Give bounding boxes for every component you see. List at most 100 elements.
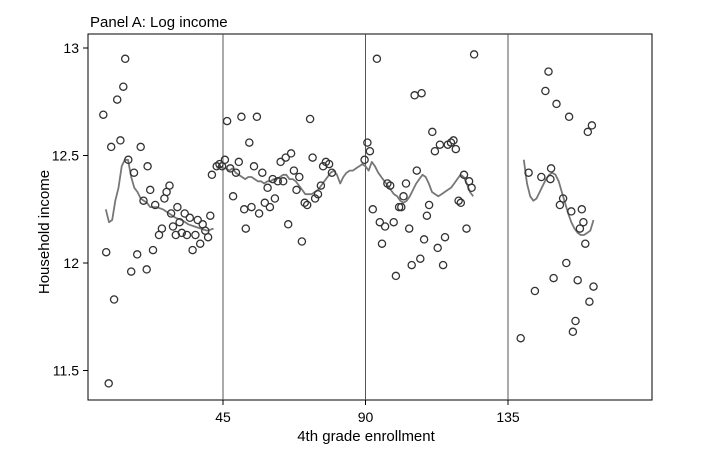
scatter-point	[404, 224, 414, 233]
y-tick-label: 11.5	[53, 363, 79, 379]
scatter-point	[119, 82, 128, 91]
scatter-point	[391, 271, 401, 281]
fit-line-segment	[522, 159, 595, 236]
scatter-point	[278, 177, 288, 186]
scatter-point	[247, 202, 256, 212]
scatter-point	[106, 142, 116, 152]
scatter-point	[446, 138, 456, 147]
scatter-point	[268, 174, 277, 184]
scatter-point	[165, 181, 174, 190]
scatter-point	[552, 99, 561, 109]
scatter-point	[313, 189, 323, 199]
scatter-point	[564, 112, 574, 122]
scatter-point	[177, 228, 187, 238]
scatter-point	[407, 260, 416, 270]
scatter-point	[150, 200, 160, 210]
scatter-point	[281, 153, 290, 162]
scatter-point	[316, 181, 326, 190]
x-tick-label: 90	[358, 409, 374, 425]
scatter-point	[173, 202, 182, 212]
scatter-point	[270, 194, 280, 203]
scatter-point	[410, 91, 419, 100]
y-axis-label: Household income	[36, 170, 53, 294]
x-tick-label: 135	[496, 409, 520, 425]
scatter-point	[245, 138, 254, 147]
scatter-point	[327, 168, 337, 177]
scatter-point	[175, 217, 184, 227]
scatter-point	[139, 196, 148, 205]
scatter-point	[380, 222, 390, 231]
scatter-point	[422, 211, 432, 220]
scatter-point	[385, 181, 395, 190]
scatter-point	[195, 239, 205, 248]
scatter-point	[104, 379, 113, 388]
scatter-point	[575, 224, 585, 233]
fit-line-segment	[104, 158, 214, 232]
scatter-point	[273, 177, 283, 186]
scatter-point	[467, 183, 476, 193]
scatter-point	[577, 205, 587, 214]
scatter-point	[417, 88, 426, 98]
scatter-point	[249, 162, 259, 171]
scatter-point	[101, 247, 111, 257]
scatter-point	[324, 159, 334, 169]
scatter-point	[289, 166, 299, 175]
scatter-point	[541, 86, 550, 96]
scatter-point	[573, 275, 582, 285]
scatter-point	[215, 159, 224, 169]
scatter-point	[116, 136, 125, 145]
scatter-point	[585, 297, 594, 306]
scatter-point	[549, 273, 558, 283]
scatter-point	[438, 260, 448, 270]
scatter-point	[424, 200, 434, 210]
scatter-point	[459, 170, 469, 180]
scatter-point	[308, 153, 317, 162]
scatter-point	[142, 265, 151, 274]
scatter-point	[587, 121, 597, 130]
scatter-point	[581, 239, 590, 248]
scatter-point	[516, 333, 525, 343]
scatter-point	[182, 230, 192, 240]
plot-area: 11.5 12 12.5 13 45 90 135	[52, 33, 653, 425]
scatter-point	[129, 168, 139, 177]
scatter-point	[469, 50, 479, 59]
scatter-point	[375, 217, 385, 227]
scatter-point	[157, 224, 167, 233]
scatter-point	[428, 127, 437, 137]
scatter-point	[109, 295, 119, 304]
scatter-point	[297, 237, 307, 246]
scatter-point	[228, 192, 238, 201]
scatter-point	[416, 254, 425, 263]
scatter-point	[568, 327, 578, 337]
scatter-point	[222, 116, 232, 126]
scatter-point	[419, 235, 429, 244]
scatter-point	[191, 230, 200, 240]
scatter-point	[234, 157, 244, 167]
scatter-point	[454, 196, 463, 205]
scatter-point	[99, 110, 108, 119]
scatter-point	[558, 194, 568, 203]
scatter-point	[389, 217, 398, 227]
scatter-point	[239, 205, 249, 214]
y-tick-label: 13	[63, 40, 79, 56]
scatter-point	[567, 207, 576, 216]
scatter-point	[412, 166, 422, 175]
scatter-point	[180, 209, 189, 218]
scatter-point	[124, 155, 133, 165]
scatter-point	[220, 155, 230, 165]
plot-frame	[87, 33, 653, 401]
scatter-point	[363, 138, 372, 147]
scatter-point	[456, 198, 466, 208]
scatter-point	[283, 220, 293, 229]
scatter-point	[300, 198, 309, 208]
scatter-point	[185, 213, 195, 223]
scatter-point	[112, 95, 122, 104]
x-axis-label: 4th grade enrollment	[297, 428, 435, 445]
scatter-point	[546, 164, 556, 173]
scatter-point	[435, 140, 445, 149]
scatter-point	[166, 209, 176, 218]
scatter-point	[372, 54, 382, 64]
scatter-point	[206, 211, 215, 220]
scatter-point	[145, 185, 155, 195]
scatter-point	[231, 168, 241, 177]
